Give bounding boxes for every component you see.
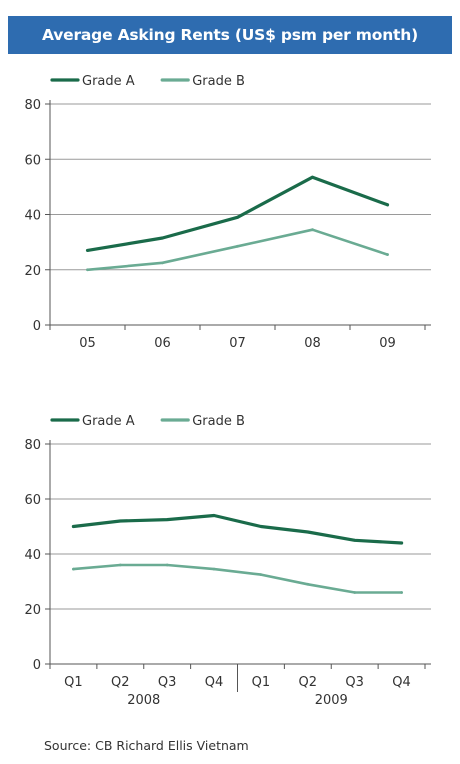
data-point-grade-a <box>386 203 389 207</box>
data-point-grade-b <box>259 573 263 577</box>
x-tick-label: Q1 <box>252 675 271 690</box>
data-point-grade-a <box>353 538 357 542</box>
x-tick-label: 08 <box>304 336 321 351</box>
data-point-grade-b <box>386 253 389 256</box>
series-line-grade-a <box>71 513 404 545</box>
x-tick-label: Q4 <box>205 675 224 690</box>
data-point-grade-a <box>400 541 403 545</box>
legend-label-grade-a: Grade A <box>82 74 135 89</box>
x-tick-label: Q2 <box>299 675 318 690</box>
data-point-grade-a <box>259 525 263 528</box>
data-point-grade-a <box>306 530 310 534</box>
data-point-grade-a <box>311 175 314 179</box>
x-tick-label: Q4 <box>392 675 411 690</box>
data-point-grade-b <box>72 567 75 571</box>
x-tick-label: Q2 <box>111 675 130 690</box>
legend-label-grade-a: Grade A <box>82 414 135 429</box>
y-tick-label-60: 60 <box>24 493 41 508</box>
x-tick-label: 07 <box>229 336 246 351</box>
y-tick-label-20: 20 <box>24 603 41 618</box>
data-point-grade-b <box>212 567 216 571</box>
data-point-grade-b <box>161 261 164 265</box>
x-tick-label: Q3 <box>345 675 364 690</box>
y-tick-label-20: 20 <box>24 264 41 279</box>
data-point-grade-b <box>306 582 310 586</box>
chart-title: Average Asking Rents (US$ psm per month) <box>8 16 452 54</box>
x-tick-label: 06 <box>154 336 171 351</box>
annual-rents-line-chart: Grade A Grade B 0 20 40 60 80 05 06 07 08 09 <box>24 74 431 351</box>
legend-label-grade-b: Grade B <box>192 74 245 89</box>
data-point-grade-b <box>165 563 169 567</box>
y-tick-label-40: 40 <box>24 548 41 563</box>
x-tick-label: 05 <box>79 336 96 351</box>
data-point-grade-b <box>236 244 239 248</box>
y-tick-label-40: 40 <box>24 209 41 224</box>
group-label-2008: 2008 <box>127 693 160 708</box>
data-point-grade-b <box>311 228 314 232</box>
group-label-2009: 2009 <box>315 693 348 708</box>
data-point-grade-b <box>86 268 89 272</box>
x-tick-label: Q1 <box>64 675 83 690</box>
data-point-grade-a <box>165 518 169 522</box>
data-point-grade-a <box>161 236 164 240</box>
y-tick-label-80: 80 <box>24 438 41 453</box>
y-tick-label-0: 0 <box>33 658 41 673</box>
y-tick-label-0: 0 <box>33 319 41 334</box>
y-tick-label-80: 80 <box>24 98 41 113</box>
series-line-grade-b <box>72 563 403 594</box>
data-point-grade-a <box>72 525 75 528</box>
x-tick-label: 09 <box>379 336 396 351</box>
quarterly-rents-line-chart: Grade A Grade B 0 20 40 60 80 Q1 Q2 Q3 Q4 Q1 Q2 Q3 Q4 2… <box>24 414 431 708</box>
source-note: Source: CB Richard Ellis Vietnam <box>44 738 249 753</box>
data-point-grade-a <box>236 215 239 219</box>
data-point-grade-a <box>86 249 89 252</box>
series-line-grade-b <box>86 228 389 272</box>
data-point-grade-b <box>400 591 403 594</box>
data-point-grade-a <box>212 514 216 517</box>
data-point-grade-a <box>118 519 122 523</box>
y-tick-label-60: 60 <box>24 153 41 168</box>
data-point-grade-b <box>118 563 122 567</box>
legend-label-grade-b: Grade B <box>192 414 245 429</box>
data-point-grade-b <box>353 591 357 594</box>
x-tick-label: Q3 <box>158 675 177 690</box>
